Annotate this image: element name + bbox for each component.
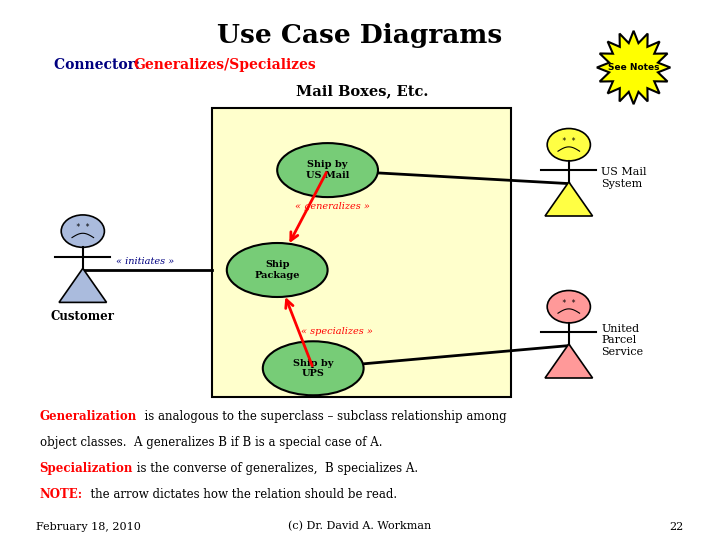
Polygon shape [545, 344, 593, 378]
Circle shape [547, 129, 590, 161]
FancyArrowPatch shape [291, 173, 326, 240]
Text: is analogous to the superclass – subclass relationship among: is analogous to the superclass – subclas… [137, 410, 506, 423]
Text: is the converse of generalizes,  B specializes A.: is the converse of generalizes, B specia… [133, 462, 418, 475]
Text: « generalizes »: « generalizes » [295, 202, 370, 211]
Text: Ship
Package: Ship Package [254, 260, 300, 280]
Text: Ship by
UPS: Ship by UPS [293, 359, 333, 378]
Circle shape [61, 215, 104, 247]
Text: * *: * * [562, 299, 576, 308]
Text: Use Case Diagrams: Use Case Diagrams [217, 23, 503, 48]
Text: February 18, 2010: February 18, 2010 [36, 522, 141, 531]
Text: United
Parcel
Service: United Parcel Service [601, 323, 644, 357]
Polygon shape [597, 31, 670, 104]
Polygon shape [59, 268, 107, 302]
Text: * *: * * [562, 137, 576, 146]
Ellipse shape [277, 143, 378, 197]
Text: See Notes: See Notes [608, 63, 660, 72]
Text: Specialization: Specialization [40, 462, 133, 475]
Text: object classes.  A generalizes B if B is a special case of A.: object classes. A generalizes B if B is … [40, 436, 382, 449]
Text: NOTE:: NOTE: [40, 488, 83, 501]
Text: US Mail
System: US Mail System [601, 167, 647, 189]
Text: Ship by
US Mail: Ship by US Mail [306, 160, 349, 180]
Ellipse shape [227, 243, 328, 297]
Text: Generalizes/Specializes: Generalizes/Specializes [133, 58, 316, 72]
Text: the arrow dictates how the relation should be read.: the arrow dictates how the relation shou… [83, 488, 397, 501]
Text: Mail Boxes, Etc.: Mail Boxes, Etc. [296, 84, 428, 98]
Text: « specializes »: « specializes » [301, 327, 373, 335]
Text: Connector:: Connector: [54, 58, 150, 72]
Polygon shape [545, 182, 593, 216]
Text: (c) Dr. David A. Workman: (c) Dr. David A. Workman [289, 521, 431, 532]
Text: * *: * * [76, 224, 90, 232]
Text: Customer: Customer [51, 310, 114, 323]
FancyArrowPatch shape [286, 300, 312, 366]
Circle shape [547, 291, 590, 323]
Text: Generalization: Generalization [40, 410, 137, 423]
Text: « initiates »: « initiates » [117, 258, 174, 266]
Text: 22: 22 [670, 522, 684, 531]
FancyBboxPatch shape [212, 108, 511, 397]
Ellipse shape [263, 341, 364, 395]
